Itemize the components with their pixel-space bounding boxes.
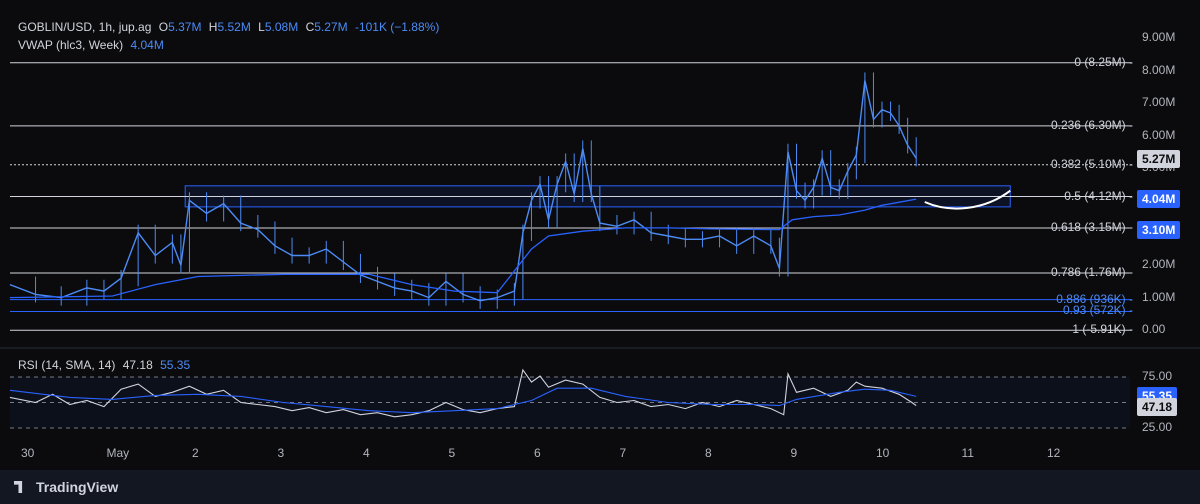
vwap-price-badge: 4.04M (1137, 190, 1181, 209)
projection-arc (924, 189, 1011, 210)
x-tick-label: May (106, 446, 130, 460)
x-tick-label: 9 (790, 446, 798, 460)
rsi-line (9, 368, 917, 418)
legend-vwap-row[interactable]: VWAP (hlc3, Week) 4.04M (18, 38, 168, 52)
fib-level-label: 0.5 (4.12M) - (1064, 188, 1133, 203)
change-value: -101K (−1.88%) (354, 20, 440, 34)
vwap-line (9, 198, 917, 299)
fib-level-label: 0.786 (1.76M) - (1050, 264, 1133, 279)
y-tick-label: 7.00M (1142, 95, 1176, 110)
y-tick-label: 6.00M (1142, 127, 1176, 142)
rsi-y-tick-label: 25.00 (1142, 420, 1173, 434)
x-tick-label: 5 (448, 446, 456, 460)
rsi-label: RSI (14, SMA, 14) (18, 358, 116, 372)
brand-label: TradingView (36, 479, 119, 495)
open-label: O (158, 20, 169, 34)
x-tick-label: 6 (534, 446, 541, 460)
tradingview-logo[interactable]: TradingView (14, 479, 118, 495)
x-tick-label: 11 (961, 446, 974, 460)
legend-symbol-row: GOBLIN/USD, 1h, jup.ag O5.37M H5.52M L5.… (18, 20, 443, 34)
fib-level-label: 1 (-5.91K) - (1072, 322, 1133, 337)
y-tick-label: 1.00M (1142, 289, 1176, 304)
high-value: 5.52M (217, 20, 251, 34)
fib-level-label: 0 (8.25M) - (1074, 54, 1133, 69)
x-tick-label: 12 (1047, 446, 1061, 460)
close-label: C (305, 20, 315, 34)
open-value: 5.37M (168, 20, 202, 34)
vwap-value: 4.04M (130, 38, 164, 52)
rsi-y-tick-label: 75.00 (1142, 369, 1173, 383)
fib-level-label: 0.93 (572K) - (1062, 303, 1133, 318)
anchor-price-badge: 3.10M (1137, 220, 1181, 239)
rsi-sma-value: 55.35 (160, 358, 191, 372)
rsi-value: 47.18 (122, 358, 153, 372)
symbol-label[interactable]: GOBLIN/USD, 1h, jup.ag (18, 20, 152, 34)
x-tick-label: 30 (21, 446, 35, 460)
legend-rsi-row[interactable]: RSI (14, SMA, 14) 47.18 55.35 (18, 358, 194, 372)
y-tick-label: 2.00M (1142, 257, 1176, 272)
tradingview-logo-icon (14, 481, 23, 493)
vwap-label: VWAP (hlc3, Week) (18, 38, 124, 52)
last-price-badge: 5.27M (1137, 150, 1181, 169)
rsi-value-badge: 47.18 (1137, 397, 1178, 416)
high-label: H (208, 20, 218, 34)
x-tick-label: 2 (192, 446, 199, 460)
fib-level-label: 0.618 (3.15M) - (1050, 219, 1133, 234)
x-tick-label: 4 (363, 446, 370, 460)
x-tick-label: 8 (705, 446, 712, 460)
fib-level-label: 0.886 (936K) - (1056, 291, 1133, 306)
x-tick-label: 3 (277, 446, 285, 460)
footer-bar: TradingView (0, 470, 1200, 504)
fib-level-label: 0.382 (5.10M) - (1050, 156, 1133, 171)
x-tick-label: 7 (619, 446, 627, 460)
y-tick-label: 9.00M (1142, 30, 1176, 45)
close-value: 5.27M (314, 20, 348, 34)
fib-level-label: 0.236 (6.30M) - (1050, 117, 1133, 132)
low-label: L (258, 20, 265, 34)
y-tick-label: 0.00 (1142, 322, 1166, 336)
y-tick-label: 8.00M (1142, 62, 1176, 77)
x-tick-label: 10 (876, 446, 890, 460)
low-value: 5.08M (264, 20, 299, 34)
rsi-sma-line (9, 387, 917, 414)
